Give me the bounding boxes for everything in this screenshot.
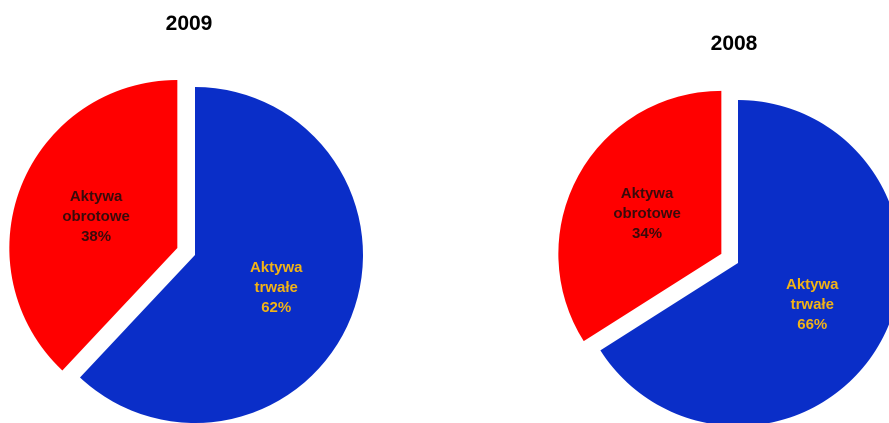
pie-chart-2008: 2008 Aktywa trwałe 66% Aktywa obrotowe 34% (558, 32, 889, 423)
pie-slice-label: Aktywa obrotowe 34% (613, 185, 681, 242)
pie-slice-aktywa-trwae (600, 100, 889, 423)
pie-slices (558, 90, 889, 423)
pie-slice-label: Aktywa trwałe 62% (250, 259, 303, 316)
slice-percent-text: 34% (632, 225, 662, 242)
chart-title: 2008 (711, 32, 758, 55)
pie-slice-label: Aktywa obrotowe 38% (62, 188, 130, 245)
pie-slice-labels: Aktywa trwałe 62% Aktywa obrotowe 38% (62, 188, 303, 316)
slice-label-line: Aktywa (621, 185, 674, 202)
pie-slice-aktywa-obrotowe (558, 90, 722, 342)
pie-chart-2009: 2009 Aktywa trwałe 62% Aktywa obrotowe 38% (9, 12, 363, 423)
slice-label-line: Aktywa (70, 188, 123, 205)
slice-label-line: trwałe (255, 279, 298, 296)
pie-slice-labels: Aktywa trwałe 66% Aktywa obrotowe 34% (613, 185, 839, 333)
slice-percent-text: 66% (797, 316, 827, 333)
pie-slice-aktywa-trwae (79, 87, 363, 423)
pie-slice-aktywa-obrotowe (9, 80, 178, 371)
chart-title: 2009 (166, 12, 213, 35)
pie-slice-label: Aktywa trwałe 66% (786, 276, 839, 333)
slice-label-line: obrotowe (613, 205, 681, 222)
slice-label-line: trwałe (791, 296, 834, 313)
slice-percent-text: 62% (261, 299, 291, 316)
slice-label-line: Aktywa (786, 276, 839, 293)
slice-percent-text: 38% (81, 228, 111, 245)
slice-label-line: Aktywa (250, 259, 303, 276)
pie-slices (9, 80, 363, 423)
slice-label-line: obrotowe (62, 208, 130, 225)
